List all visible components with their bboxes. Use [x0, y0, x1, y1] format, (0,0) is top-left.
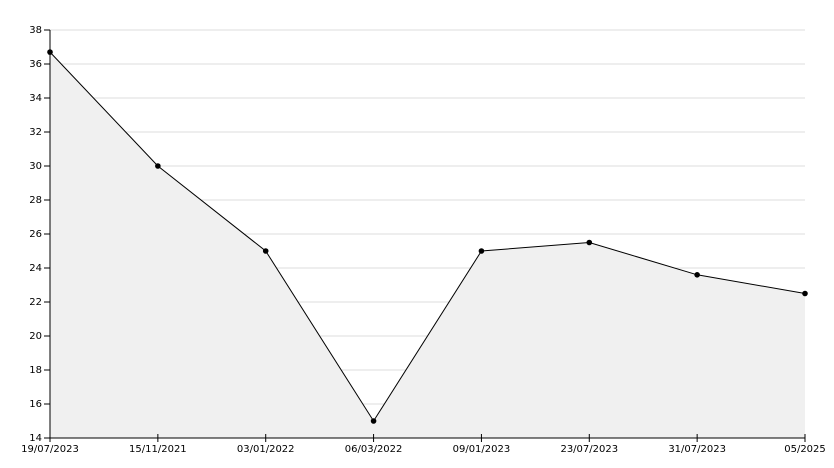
point	[694, 272, 700, 278]
point	[370, 418, 377, 424]
y-tick-label: 28	[29, 195, 42, 206]
y-tick-label: 36	[29, 59, 42, 70]
y-tick-label: 34	[29, 93, 42, 104]
area	[50, 52, 805, 438]
y-tick-label: 22	[29, 297, 42, 308]
line	[49, 51, 806, 422]
x-tick-label: 23/07/2023	[560, 444, 618, 455]
y-tick-label: 38	[29, 25, 42, 36]
y-tick-label: 32	[29, 127, 42, 138]
x-tick-label: 15/11/2021	[129, 444, 187, 455]
y-tick-label: 16	[29, 399, 42, 410]
y-tick-label: 26	[29, 229, 42, 240]
point	[262, 248, 269, 254]
x-tick-label: 06/03/2022	[345, 444, 403, 455]
point	[802, 290, 808, 297]
x-tick-label: 03/01/2022	[237, 444, 295, 455]
x-tick-label: 19/07/2023	[21, 444, 79, 455]
point	[586, 239, 593, 246]
x-tick-label: 31/07/2023	[668, 444, 726, 455]
y-tick-label: 24	[29, 263, 42, 274]
y-tick-label: 20	[29, 331, 42, 342]
point	[478, 248, 485, 254]
point	[155, 163, 161, 169]
y-tick-label: 18	[29, 365, 42, 376]
x-tick-label: 05/2025	[784, 444, 826, 455]
x-tick-label: 09/01/2023	[453, 444, 511, 455]
y-tick-label: 30	[29, 161, 42, 172]
y-tick-label: 14	[29, 433, 42, 444]
